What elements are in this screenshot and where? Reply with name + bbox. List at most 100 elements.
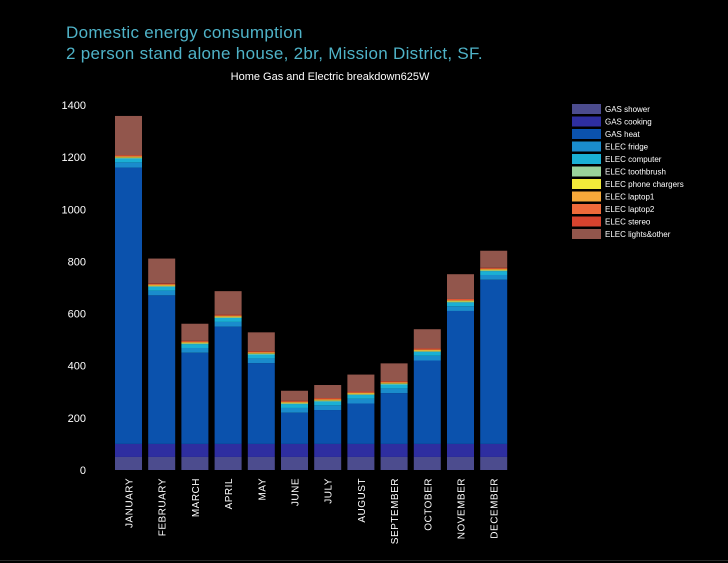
bar-segment — [247, 351, 275, 353]
bar-segment — [214, 314, 242, 316]
bar-segment — [347, 394, 375, 399]
bar-segment — [314, 405, 342, 411]
bar-segment — [181, 341, 209, 342]
y-tick-label: 200 — [68, 413, 86, 425]
x-tick-label: SEPTEMBER — [390, 478, 401, 544]
bar-segment — [380, 383, 408, 384]
bar-segment — [214, 291, 242, 315]
legend-swatch — [572, 154, 601, 164]
bar-segment — [148, 443, 176, 457]
bar-segment — [447, 306, 474, 311]
bar-segment — [480, 268, 508, 270]
bar-segment — [413, 351, 441, 352]
bar-segment — [347, 443, 375, 457]
legend: GAS shower GAS cooking GAS heat ELEC fridge… — [572, 104, 684, 239]
x-tick-label: AUGUST — [357, 478, 368, 523]
bar-segment — [413, 456, 441, 470]
bar-segment — [447, 300, 474, 302]
bar-segment — [181, 340, 209, 342]
bar-segment — [447, 301, 474, 302]
bar-segment — [247, 353, 275, 354]
y-tick-label: 400 — [68, 361, 86, 373]
bar-segment — [314, 398, 342, 400]
bar-segment — [380, 443, 408, 457]
bar-segment — [281, 412, 308, 444]
legend-label: ELEC phone chargers — [605, 180, 684, 189]
bar-segment — [413, 355, 441, 361]
bar-segment — [413, 360, 441, 444]
bar-segment — [148, 258, 176, 284]
bar-segment — [447, 443, 474, 457]
bar-segment — [247, 456, 275, 470]
bar-segment — [347, 393, 375, 395]
bar-segment — [281, 390, 308, 401]
bar-segment — [181, 443, 209, 457]
bar-segment — [413, 349, 441, 350]
legend-label: GAS shower — [605, 105, 650, 114]
x-tick-label: MAY — [257, 478, 268, 500]
bar-stack — [181, 323, 209, 470]
legend-label: ELEC computer — [605, 155, 662, 164]
bar-stack — [413, 329, 441, 470]
bar-segment — [281, 402, 308, 404]
bar-stack — [447, 274, 474, 470]
bar-segment — [115, 162, 142, 168]
chart-title: Home Gas and Electric breakdown625W — [231, 71, 430, 83]
bar-segment — [413, 351, 441, 356]
legend-label: ELEC toothbrush — [605, 168, 666, 177]
bar-segment — [447, 299, 474, 301]
bar-segment — [413, 348, 441, 350]
bottom-divider — [0, 560, 728, 561]
legend-swatch — [572, 191, 601, 202]
bar-segment — [314, 400, 342, 402]
bar-segment — [148, 456, 176, 470]
x-tick-label: OCTOBER — [423, 478, 434, 531]
bar-segment — [181, 323, 209, 341]
legend-swatch — [572, 166, 601, 177]
bar-segment — [480, 270, 508, 272]
bar-segment — [214, 315, 242, 317]
y-tick-label: 1200 — [62, 152, 86, 164]
x-tick-label: APRIL — [224, 478, 235, 509]
bar-segment — [181, 456, 209, 470]
bar-segment — [347, 391, 375, 393]
legend-swatch — [572, 129, 601, 139]
bar-stack — [115, 115, 142, 470]
x-tick-label: JUNE — [291, 478, 302, 506]
bar-segment — [281, 403, 308, 405]
bar-segment — [214, 456, 242, 470]
bar-segment — [447, 298, 474, 300]
bar-segment — [314, 410, 342, 444]
legend-swatch — [572, 216, 601, 227]
bar-segment — [380, 384, 408, 389]
y-tick-label: 600 — [68, 309, 86, 321]
legend-label: ELEC stereo — [605, 218, 651, 227]
bar-segment — [447, 274, 474, 299]
x-tick-label: MARCH — [191, 478, 202, 517]
legend-swatch — [572, 179, 601, 189]
bar-segment — [347, 398, 375, 404]
y-tick-label: 1000 — [62, 204, 86, 216]
bar-segment — [347, 456, 375, 470]
bar-segment — [314, 385, 342, 399]
bar-segment — [115, 157, 142, 158]
bar-segment — [480, 268, 508, 269]
x-tick-label: JULY — [324, 478, 335, 504]
bar-segment — [214, 321, 242, 327]
x-axis-labels: JANUARY FEBRUARY MARCH APRIL MAY JUNE JULY AUGU… — [125, 478, 501, 544]
bar-segment — [380, 363, 408, 382]
bar-segment — [314, 456, 342, 470]
title-block: Domestic energy consumption 2 person sta… — [66, 22, 483, 64]
bar-segment — [480, 271, 508, 275]
bar-segment — [148, 283, 176, 284]
legend-swatch — [572, 229, 601, 239]
bar-segment — [281, 443, 308, 457]
bar-segment — [314, 399, 342, 401]
legend-label: GAS heat — [605, 130, 640, 139]
legend-label: ELEC laptop2 — [605, 205, 655, 214]
bar-segment — [115, 443, 142, 457]
bar-segment — [148, 284, 176, 286]
y-tick-label: 800 — [68, 256, 86, 268]
bar-segment — [214, 326, 242, 444]
